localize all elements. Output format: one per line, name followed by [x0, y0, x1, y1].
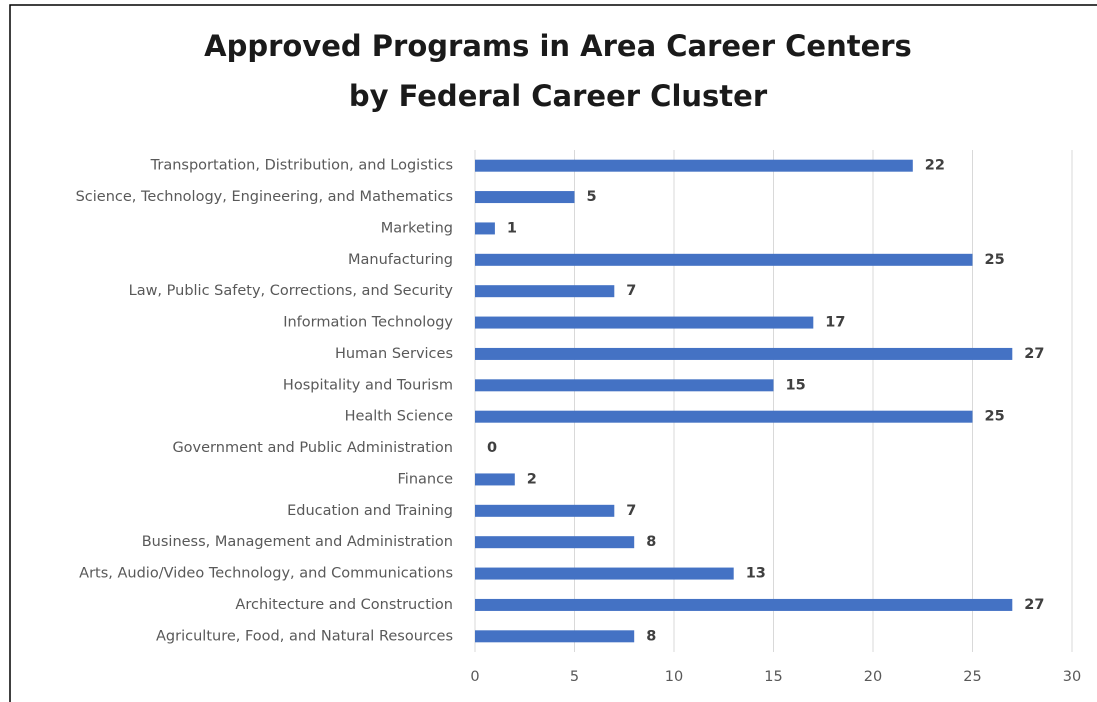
value-label: 15	[786, 377, 806, 393]
bar	[475, 159, 913, 172]
bar	[475, 536, 635, 549]
value-label: 2	[527, 471, 537, 487]
value-label: 8	[646, 628, 656, 644]
bar	[475, 316, 814, 329]
value-label: 17	[825, 315, 845, 331]
x-tick-label: 5	[570, 669, 579, 685]
bar	[475, 473, 515, 486]
y-tick-label: Government and Public Administration	[172, 440, 453, 456]
x-tick-label: 30	[1063, 669, 1081, 685]
y-tick-label: Manufacturing	[348, 252, 453, 268]
bar	[475, 410, 973, 423]
chart-title: by Federal Career Cluster	[349, 79, 768, 113]
x-tick-label: 0	[470, 669, 479, 685]
y-tick-label: Education and Training	[287, 503, 453, 519]
bar	[475, 191, 575, 204]
value-label: 27	[1024, 597, 1044, 613]
value-label: 7	[626, 503, 636, 519]
value-label: 25	[985, 252, 1005, 268]
bar	[475, 285, 615, 298]
bar	[475, 347, 1013, 360]
bar	[475, 504, 615, 517]
bar	[475, 253, 973, 266]
y-tick-label: Health Science	[345, 409, 454, 425]
y-tick-label: Architecture and Construction	[235, 597, 453, 613]
y-tick-label: Law, Public Safety, Corrections, and Sec…	[129, 283, 454, 299]
bar	[475, 598, 1013, 611]
y-tick-label: Human Services	[335, 346, 453, 362]
x-tick-label: 10	[665, 669, 683, 685]
x-tick-label: 25	[963, 669, 981, 685]
value-label: 25	[985, 409, 1005, 425]
y-tick-label: Transportation, Distribution, and Logist…	[150, 158, 453, 174]
chart-title: Approved Programs in Area Career Centers	[204, 29, 912, 63]
value-label: 27	[1024, 346, 1044, 362]
y-tick-label: Business, Management and Administration	[142, 534, 453, 550]
y-tick-label: Science, Technology, Engineering, and Ma…	[76, 189, 453, 205]
value-label: 22	[925, 158, 945, 174]
value-label: 0	[487, 440, 497, 456]
bar	[475, 222, 495, 235]
y-tick-label: Hospitality and Tourism	[283, 377, 453, 393]
value-label: 7	[626, 283, 636, 299]
y-tick-label: Arts, Audio/Video Technology, and Commun…	[79, 566, 453, 582]
bar	[475, 630, 635, 643]
bar	[475, 379, 774, 392]
y-tick-label: Finance	[398, 471, 454, 487]
bar	[475, 567, 734, 580]
value-label: 13	[746, 566, 766, 582]
y-tick-label: Agriculture, Food, and Natural Resources	[156, 628, 453, 644]
y-tick-label: Information Technology	[283, 315, 453, 331]
value-label: 5	[587, 189, 597, 205]
value-label: 1	[507, 220, 517, 236]
x-tick-label: 15	[764, 669, 782, 685]
y-tick-label: Marketing	[381, 220, 453, 236]
x-tick-label: 20	[864, 669, 882, 685]
value-label: 8	[646, 534, 656, 550]
